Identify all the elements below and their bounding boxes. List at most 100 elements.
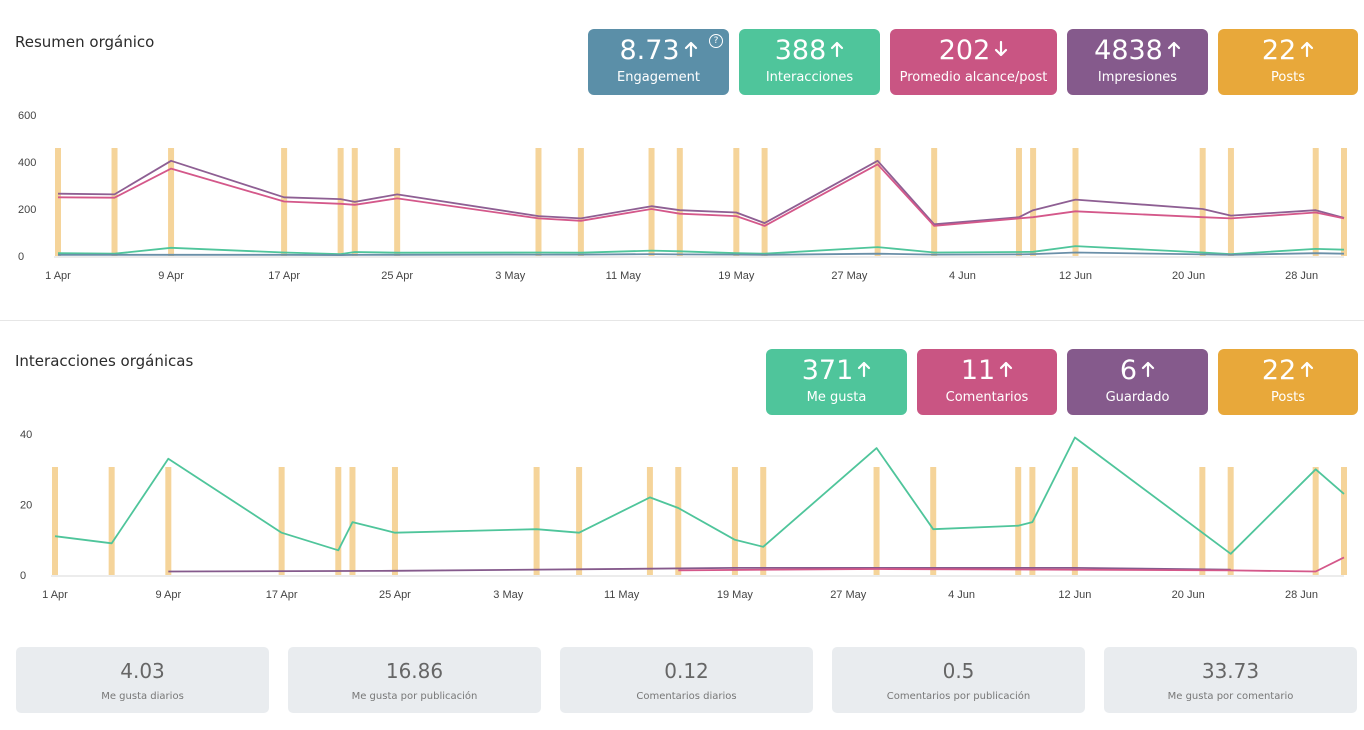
post-bar[interactable] [1312,148,1319,256]
x-tick-label: 11 May [604,589,640,601]
kpi-label: Posts [1271,70,1305,85]
kpi-label: Comentarios [945,390,1029,405]
stat-card-likes-per-comment: 33.73 Me gusta por comentario [1104,647,1357,713]
arrow-up-icon [684,41,697,57]
kpi-card-engagement: 8.73 Engagement? [588,29,729,95]
kpi-card-promedio-alcance-post: 202 Promedio alcance/post [890,29,1057,95]
post-bar[interactable] [391,467,398,575]
y-tick-label: 40 [20,429,32,441]
help-icon[interactable]: ? [709,34,723,48]
arrow-up-icon [858,361,871,377]
x-tick-label: 12 Jun [1059,270,1092,282]
post-bar[interactable] [337,148,344,256]
kpi-value: 371 [801,355,854,386]
series-line-2[interactable] [57,245,1345,256]
post-bar[interactable] [1071,467,1078,575]
post-bar[interactable] [52,467,58,575]
x-tick-label: 17 Apr [268,270,300,282]
arrow-up-icon [1141,361,1155,377]
post-bar[interactable] [1072,148,1079,256]
x-tick-label: 9 Apr [158,270,184,282]
post-bar[interactable] [1199,148,1206,256]
post-bar[interactable] [577,148,584,256]
post-bar[interactable] [760,467,767,575]
organic-interactions-chart: 0 20 40 1 Apr 9 Apr 17 Apr 25 Apr 3 May 11 May 19… [20,429,1347,601]
x-tick-label: 3 May [495,270,525,282]
kpi-label: Impresiones [1097,70,1178,85]
series-line-0[interactable] [54,436,1345,555]
post-bar[interactable] [55,148,61,256]
post-bar[interactable] [731,467,738,575]
post-bar[interactable] [349,467,356,575]
post-bar[interactable] [676,148,683,256]
post-bar[interactable] [1030,148,1037,256]
stat-value: 0.12 [664,659,709,683]
x-tick-label: 25 Apr [381,270,413,282]
post-bar[interactable] [165,467,172,575]
section-divider [0,320,1364,321]
y-tick-label: 400 [18,157,36,169]
series-line-1[interactable] [168,566,1231,573]
series-line-3[interactable] [58,251,1345,257]
kpi-card-posts: 22 Posts [1218,29,1358,95]
post-bar[interactable] [1227,467,1234,575]
stat-value: 0.5 [942,659,975,683]
post-bar[interactable] [108,467,115,575]
stat-label: Comentarios por publicación [886,691,1031,702]
post-bar[interactable] [648,148,655,256]
post-bar[interactable] [1015,467,1022,575]
kpi-label: Me gusta [806,390,867,405]
post-bar[interactable] [535,148,542,256]
post-bar[interactable] [168,148,175,256]
kpi-card-posts: 22 Posts [1218,349,1358,415]
series-line-0[interactable] [57,159,1345,226]
y-tick-label: 600 [18,110,36,122]
kpi-label: Promedio alcance/post [899,70,1048,85]
post-bar[interactable] [1227,148,1234,256]
kpi-value: 388 [774,35,827,66]
stat-label: Comentarios diarios [636,691,737,702]
organic-summary-chart: 0 200 400 600 1 Apr 9 Apr 17 Apr 25 Apr 3 May 11 … [18,110,1347,282]
post-bar[interactable] [1341,148,1347,256]
post-bar[interactable] [675,467,682,575]
arrow-up-icon [1000,361,1013,377]
post-bar[interactable] [931,148,938,256]
x-tick-label: 17 Apr [266,589,298,601]
post-bar[interactable] [761,148,768,256]
post-bar[interactable] [874,148,881,256]
series-line-2[interactable] [678,556,1345,573]
post-bar[interactable] [394,148,401,256]
post-bar[interactable] [335,467,342,575]
arrow-up-icon [1301,361,1314,377]
kpi-card-me-gusta: 371 Me gusta [766,349,907,415]
y-tick-label: 20 [20,500,32,512]
stat-label: Me gusta por comentario [1167,691,1294,702]
kpi-label: Interacciones [765,70,854,85]
kpi-value: 8.73 [619,35,680,66]
kpi-value: 6 [1119,355,1138,386]
x-tick-label: 27 May [830,589,867,601]
kpi-label: Engagement [617,70,700,85]
x-tick-label: 3 May [493,589,523,601]
series-line-1[interactable] [57,163,1345,227]
section-title-organic-interactions: Interacciones orgánicas [15,352,194,370]
post-bar[interactable] [278,467,285,575]
kpi-value: 11 [960,355,996,386]
post-bar[interactable] [111,148,118,256]
post-bar[interactable] [646,467,653,575]
post-bar[interactable] [1015,148,1022,256]
post-bar[interactable] [1312,467,1319,575]
stat-card-daily-comments: 0.12 Comentarios diarios [560,647,813,713]
post-bar[interactable] [1341,467,1347,575]
post-bar[interactable] [1199,467,1206,575]
stat-card-comments-per-post: 0.5 Comentarios por publicación [832,647,1085,713]
y-tick-label: 0 [20,570,26,582]
post-bar[interactable] [733,148,740,256]
post-bar[interactable] [576,467,583,575]
kpi-card-interacciones: 388 Interacciones [739,29,880,95]
post-bar[interactable] [873,467,880,575]
post-bar[interactable] [930,467,937,575]
y-tick-label: 200 [18,204,36,216]
section-title-organic-summary: Resumen orgánico [15,33,155,51]
post-bar[interactable] [533,467,540,575]
